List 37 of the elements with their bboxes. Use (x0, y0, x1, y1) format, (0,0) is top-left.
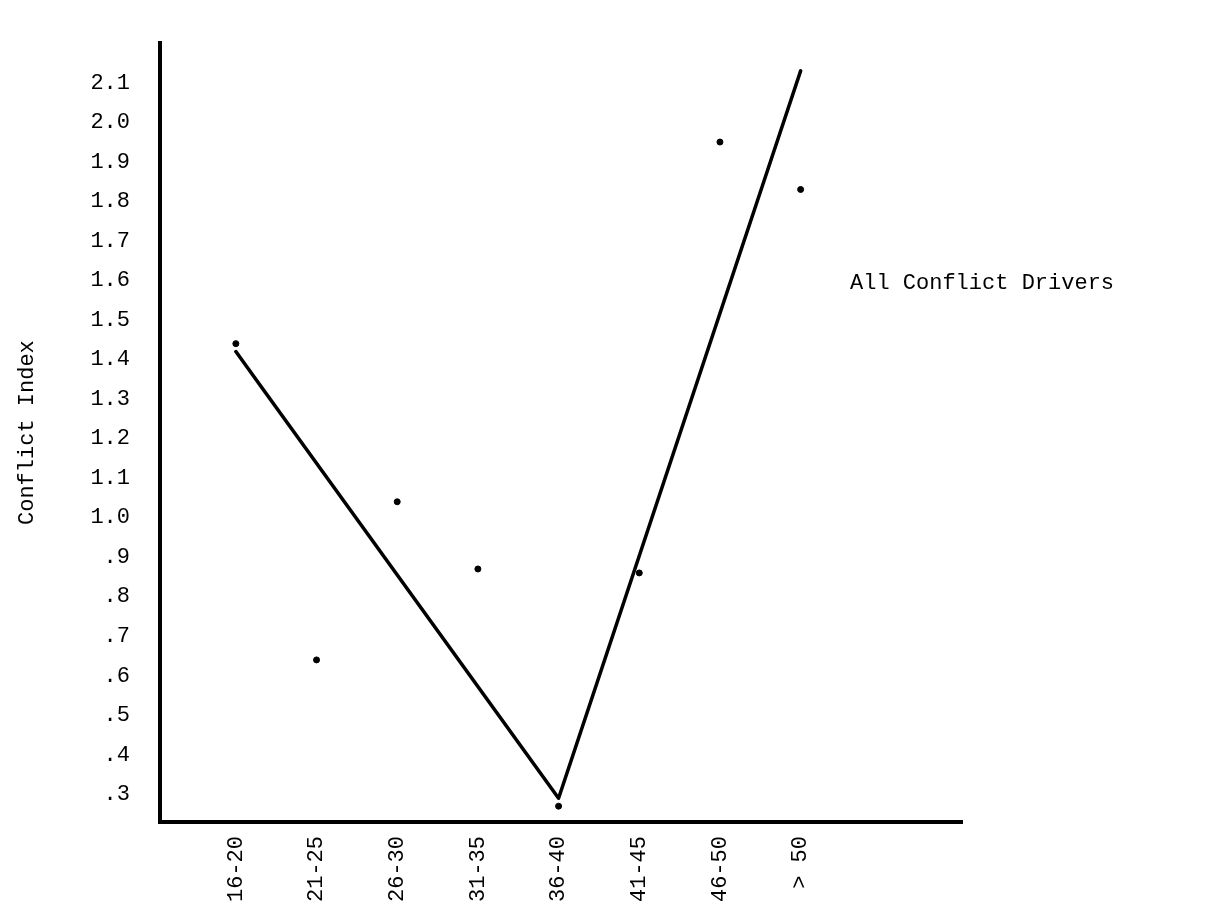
y-tick-label: 2.0 (90, 110, 131, 136)
point (313, 656, 321, 664)
x-tick-label: > 50 (788, 835, 814, 889)
point (474, 565, 482, 573)
y-tick-label: 1.0 (90, 505, 131, 531)
y-axis-title: Conflict Index (15, 340, 41, 526)
y-tick-label: 1.1 (90, 465, 131, 491)
x-tick-label: 31-35 (465, 835, 491, 902)
y-tick-label: 1.8 (90, 189, 131, 215)
x-tick-label: 46-50 (707, 835, 733, 902)
y-tick-label: 1.5 (90, 307, 131, 333)
y-tick-label: .6 (103, 663, 131, 689)
text: All Conflict Drivers (850, 271, 1115, 297)
y-tick-label: 1.7 (90, 228, 131, 254)
y-tick-label: .4 (103, 742, 131, 768)
point (555, 802, 563, 810)
y-tick-label: 1.4 (90, 347, 131, 373)
point (232, 340, 240, 348)
y-tick-label: 1.9 (90, 149, 131, 175)
x-tick-label: 36-40 (546, 835, 572, 902)
y-tick-label: 1.6 (90, 268, 131, 294)
point (393, 498, 401, 506)
y-tick-label: 1.2 (90, 426, 131, 452)
point (716, 138, 724, 146)
y-tick-label: 2.1 (90, 70, 131, 96)
y-tick-label: .9 (103, 544, 131, 570)
y-tick-label: .8 (103, 584, 131, 610)
y-tick-label: .5 (103, 703, 131, 729)
y-tick-label: .3 (103, 782, 131, 808)
y-tick-label: .7 (103, 624, 131, 650)
y-tick-label: 1.3 (90, 386, 131, 412)
x-tick-label: 21-25 (304, 835, 330, 902)
x-tick-label: 16-20 (223, 835, 249, 902)
x-tick-label: 26-30 (385, 835, 411, 902)
point (635, 569, 643, 577)
point (797, 185, 805, 193)
x-tick-label: 41-45 (627, 835, 653, 902)
